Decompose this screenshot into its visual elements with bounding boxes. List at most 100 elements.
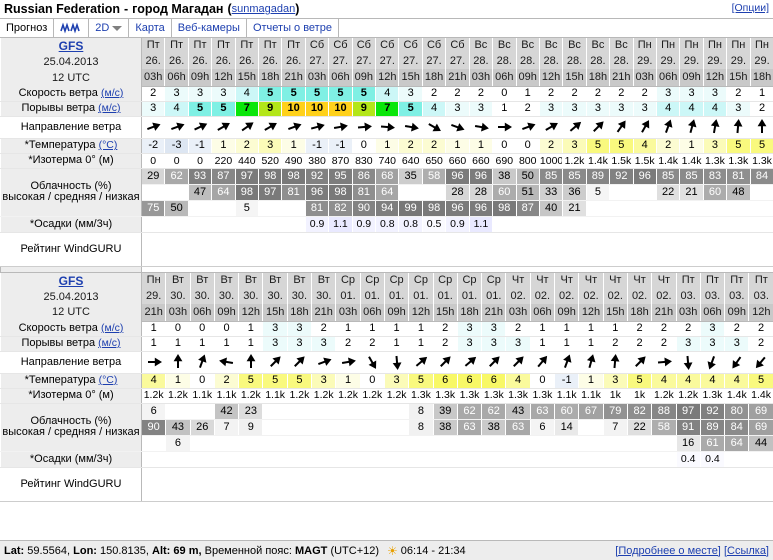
cloud-high-cell: 43	[505, 403, 531, 420]
gusts-unit-link[interactable]: (м/с)	[98, 102, 121, 115]
model-date: 25.04.2013	[43, 290, 99, 303]
cloud-high-cell: 23	[238, 403, 263, 420]
tab-wind-reports[interactable]: Отчеты о ветре	[247, 19, 339, 37]
temperature-row: *Температура (°C) -2 -3 -1 1 2 3 1 -1 -1 0 1 2 2 1 1 0 0 2…	[0, 138, 773, 154]
wind-speed-cell: 3	[398, 86, 423, 102]
temperature-cell: 5	[749, 138, 773, 154]
isotherm-cell: 660	[445, 153, 470, 169]
cloud-high-cell: 96	[632, 168, 657, 185]
wind-speed-cell: 4	[375, 86, 399, 102]
precipitation-cell	[234, 216, 259, 233]
wind-speed-unit-link[interactable]: (м/с)	[100, 321, 124, 334]
windguru-rating-cell	[699, 467, 725, 502]
gusts-cell: 3	[456, 336, 482, 352]
windguru-rating-cell	[258, 232, 282, 267]
temperature-cell: 0	[189, 373, 215, 389]
wind-direction-arrow-icon	[538, 116, 563, 139]
cloud-low-cell	[679, 200, 704, 217]
isotherm-cell: 0	[164, 153, 189, 169]
windguru-rating-cell	[421, 232, 446, 267]
wind-speed-cell: 3	[655, 86, 680, 102]
temperature-cell: 4	[505, 373, 531, 389]
cloud-mid-cell	[749, 184, 773, 201]
more-info-link[interactable]: [Подробнее о месте]	[615, 544, 721, 557]
hour-label: 18h	[456, 304, 482, 322]
day-label: Чт	[529, 272, 555, 289]
wind-speed-cell: 5	[351, 86, 376, 102]
wind-speed-cell: 2	[505, 321, 531, 337]
options-link[interactable]: [Опции]	[731, 2, 769, 14]
temperature-label: *Температура (°C)	[0, 138, 142, 154]
wind-speed-unit-link[interactable]: (м/с)	[100, 87, 124, 99]
windguru-rating-cell	[359, 467, 385, 502]
cloud-mid-cell: 7	[602, 419, 628, 436]
hour-label: 18h	[421, 69, 446, 87]
cloud-high-cell: 38	[492, 168, 516, 185]
gusts-cell: 2	[515, 101, 540, 117]
hour-label: 21h	[311, 304, 336, 322]
footer-links: [Подробнее о месте] [Ссылка]	[615, 545, 769, 557]
windguru-rating-cell	[211, 232, 236, 267]
wind-speed-cell: 1	[578, 321, 604, 337]
temperature-unit-link[interactable]: (°C)	[98, 374, 118, 386]
date-label: 29.	[749, 53, 773, 70]
tab-2d[interactable]: 2D	[89, 19, 130, 37]
gusts-unit-link[interactable]: (м/с)	[98, 337, 121, 349]
isotherm-cell: 1.4k	[724, 388, 749, 404]
isotherm-cell: 380	[304, 153, 329, 169]
model-name[interactable]: GFS	[58, 39, 84, 53]
date-label: 26.	[187, 53, 212, 70]
windguru-rating-cell	[529, 467, 555, 502]
gusts-cell: 3	[286, 336, 312, 352]
cloud-mid-cell: 38	[481, 419, 506, 436]
model-name[interactable]: GFS	[58, 273, 84, 288]
cloud-high-cell: 97	[234, 168, 259, 185]
cloud-high-cell: 62	[456, 403, 482, 420]
temperature-cell: 5	[238, 373, 263, 389]
date-label: 27.	[328, 53, 353, 70]
wind-direction-arrow-icon	[702, 116, 727, 139]
date-label: 02.	[602, 288, 628, 305]
wind-speed-cell: 5	[281, 86, 306, 102]
cloud-mid-cell: 22	[655, 184, 680, 201]
precipitation-cell: 0.4	[699, 451, 725, 468]
windguru-rating-cell	[679, 232, 704, 267]
isotherm-cell: 1.2k	[562, 153, 587, 169]
cloud-high-cell: 6	[140, 403, 166, 420]
isotherm-cell: 1.1k	[189, 388, 215, 404]
isotherm-cell: 1.2k	[286, 388, 312, 404]
tab-forecast[interactable]: Прогноз	[0, 19, 55, 37]
date-label: 28.	[515, 53, 540, 70]
cloud-high-cell: 50	[515, 168, 540, 185]
tab-webcams[interactable]: Веб-камеры	[172, 19, 247, 37]
date-label: 01.	[432, 288, 458, 305]
cloud-high-cell	[262, 403, 288, 420]
temperature-cell: 5	[726, 138, 751, 154]
share-link[interactable]: [Ссылка]	[723, 544, 769, 557]
temperature-unit-link[interactable]: (°C)	[98, 139, 118, 152]
timezone-value: MAGT	[294, 544, 328, 557]
hour-label: 15h	[234, 69, 259, 87]
precipitation-cell	[311, 451, 336, 468]
graph-icon	[60, 22, 82, 34]
day-label: Ср	[359, 272, 385, 289]
gusts-cell: 10	[328, 101, 353, 117]
date-label: 28.	[538, 53, 563, 70]
wind-direction-arrow-icon	[529, 351, 555, 374]
temperature-cell: 4	[140, 373, 166, 389]
isotherm-cell: 440	[234, 153, 259, 169]
day-label: Пн	[726, 38, 751, 54]
hour-label: 12h	[211, 69, 236, 87]
tab-map[interactable]: Карта	[129, 19, 172, 37]
temperature-cell: 2	[655, 138, 680, 154]
wind-speed-cell: 2	[748, 321, 773, 337]
spot-link[interactable]: sunmagadan	[231, 3, 296, 15]
tab-graph[interactable]	[54, 19, 90, 37]
day-label: Вт	[286, 272, 312, 289]
cloud-low-cell	[213, 435, 239, 452]
precipitation-cell	[748, 451, 773, 468]
windguru-rating-cell	[383, 467, 409, 502]
date-label: 28.	[492, 53, 516, 70]
wind-speed-cell: 2	[609, 86, 634, 102]
hour-label: 18h	[258, 69, 282, 87]
